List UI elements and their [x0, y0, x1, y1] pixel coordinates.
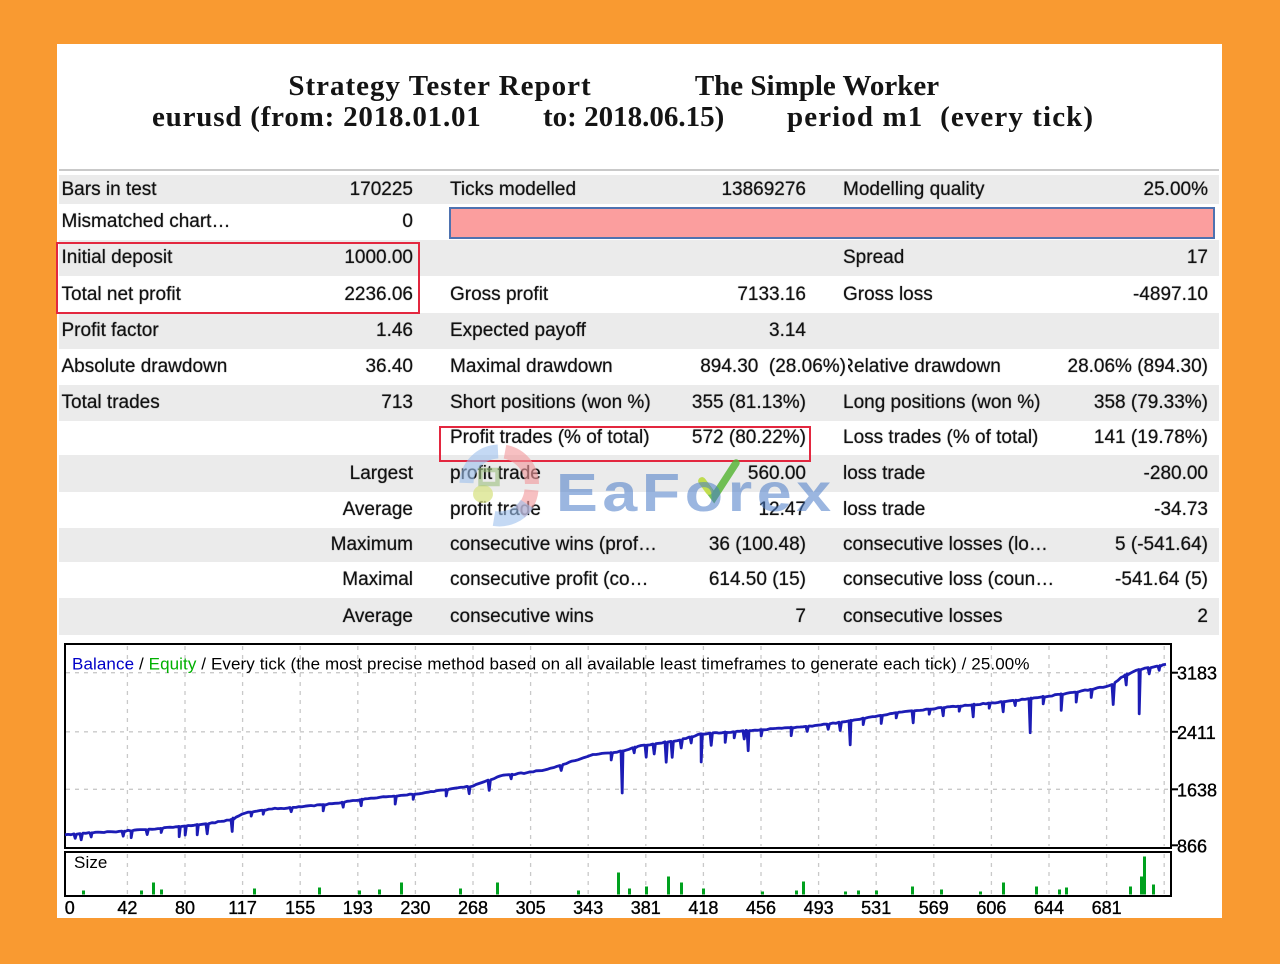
svg-text:606: 606	[976, 898, 1006, 918]
svg-text:681: 681	[1092, 898, 1122, 918]
svg-text:Size: Size	[74, 853, 107, 872]
svg-text:42: 42	[117, 898, 137, 918]
svg-text:Balance / Equity / Every tick: Balance / Equity / Every tick (the most …	[72, 655, 1030, 674]
svg-text:268: 268	[458, 898, 488, 918]
svg-text:230: 230	[400, 898, 430, 918]
svg-text:381: 381	[631, 898, 661, 918]
svg-text:2411: 2411	[1177, 723, 1216, 743]
svg-text:193: 193	[343, 898, 373, 918]
svg-text:3183: 3183	[1177, 664, 1217, 684]
svg-text:644: 644	[1034, 898, 1064, 918]
svg-text:569: 569	[919, 898, 949, 918]
svg-text:343: 343	[573, 898, 603, 918]
svg-text:155: 155	[285, 898, 315, 918]
svg-text:493: 493	[804, 898, 834, 918]
svg-text:305: 305	[516, 898, 546, 918]
svg-text:456: 456	[746, 898, 776, 918]
svg-text:0: 0	[65, 898, 75, 918]
svg-text:531: 531	[861, 898, 891, 918]
svg-text:418: 418	[688, 898, 718, 918]
svg-text:117: 117	[228, 898, 257, 918]
svg-text:80: 80	[175, 898, 195, 918]
svg-text:866: 866	[1177, 836, 1207, 856]
svg-text:1638: 1638	[1177, 780, 1217, 800]
